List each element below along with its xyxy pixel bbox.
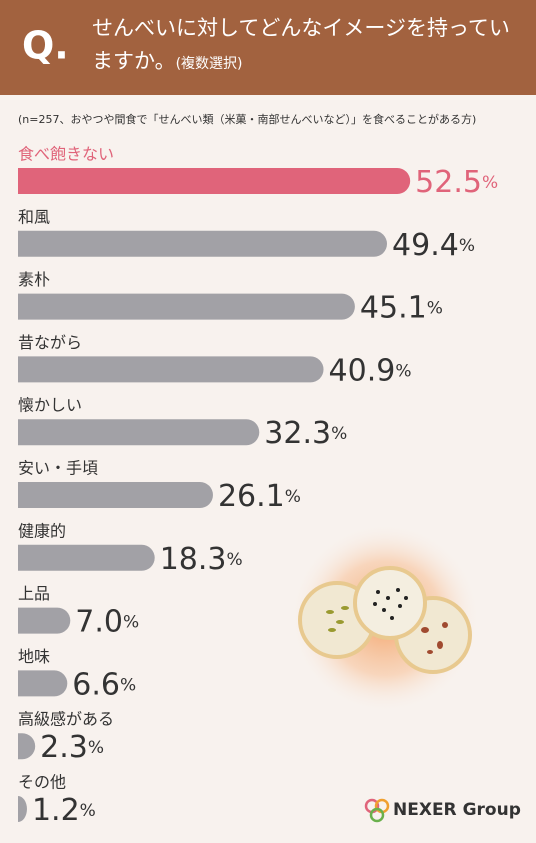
value-number: 7.0: [75, 604, 123, 639]
category-label: 和風: [18, 207, 50, 226]
category-label: 素朴: [18, 270, 50, 289]
value-number: 26.1: [218, 479, 285, 514]
value-unit: %: [285, 487, 301, 507]
category-label: 地味: [18, 647, 50, 666]
q-mark: Q.: [22, 24, 69, 68]
category-label: 上品: [18, 584, 50, 603]
value-unit: %: [459, 236, 475, 256]
bar: [18, 796, 27, 822]
value-unit: %: [123, 613, 139, 633]
header: [0, 0, 536, 95]
value-number: 6.6: [72, 667, 120, 702]
value-label: 1.2%: [32, 793, 96, 828]
value-number: 40.9: [329, 353, 396, 388]
value-label: 7.0%: [75, 604, 139, 639]
value-number: 32.3: [264, 416, 331, 451]
value-label: 52.5%: [415, 165, 498, 200]
value-label: 26.1%: [218, 479, 301, 514]
value-number: 1.2: [32, 793, 80, 828]
bar: [18, 607, 71, 634]
value-label: 45.1%: [360, 290, 443, 325]
category-label: 食べ飽きない: [18, 145, 114, 164]
bar: [18, 168, 411, 194]
value-unit: %: [395, 361, 411, 381]
question-text: せんべいに対してどんなイメージを持っていますか。: [92, 16, 510, 73]
category-label: その他: [18, 773, 66, 792]
value-label: 32.3%: [264, 416, 347, 451]
value-number: 52.5: [415, 165, 482, 200]
illustration: [290, 523, 480, 713]
category-label: 安い・手頃: [18, 459, 98, 478]
question: せんべいに対してどんなイメージを持っていますか。(複数選択): [92, 12, 512, 81]
value-unit: %: [427, 299, 443, 319]
bar: [18, 544, 155, 571]
value-number: 2.3: [40, 730, 88, 765]
value-unit: %: [331, 424, 347, 444]
value-unit: %: [482, 173, 498, 193]
value-label: 40.9%: [329, 353, 412, 388]
value-number: 49.4: [392, 227, 459, 262]
category-label: 健康的: [18, 521, 66, 540]
value-number: 45.1: [360, 290, 427, 325]
question-box: せんべいに対してどんなイメージを持っていますか。(複数選択): [92, 12, 512, 81]
value-label: 18.3%: [160, 541, 243, 576]
value-unit: %: [88, 738, 104, 758]
value-label: 6.6%: [72, 667, 136, 702]
bar: [18, 670, 68, 697]
category-label: 高級感がある: [18, 710, 114, 729]
bar: [18, 482, 213, 508]
category-label: 懐かしい: [18, 396, 82, 415]
value-unit: %: [80, 801, 96, 821]
bar: [18, 419, 260, 446]
value-unit: %: [120, 675, 136, 695]
category-label: 昔ながら: [18, 333, 82, 352]
value-label: 49.4%: [392, 227, 475, 262]
bar: [18, 230, 388, 257]
value-number: 18.3: [160, 541, 227, 576]
question-note: (複数選択): [175, 56, 243, 72]
logo: NEXER Group: [364, 798, 521, 823]
logo-text: NEXER Group: [393, 800, 521, 820]
bar: [18, 356, 324, 383]
bar: [18, 733, 36, 760]
value-label: 2.3%: [40, 730, 104, 765]
value-unit: %: [226, 550, 242, 570]
subtitle: (n=257、おやつや間食で「せんべい類（米菓・南部せんべいなど）」を食べること…: [18, 112, 476, 126]
bar: [18, 293, 355, 320]
